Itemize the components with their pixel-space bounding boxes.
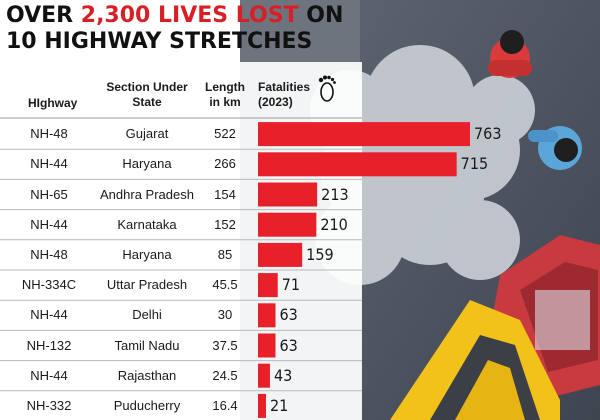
data-label: 21 [270, 395, 289, 415]
person-red-illustration [488, 30, 532, 78]
cell-state: Tamil Nadu [114, 337, 180, 353]
data-label: 71 [281, 275, 301, 295]
bar [258, 363, 270, 388]
cell-state: Haryana [122, 246, 172, 262]
header-length: Length in km [205, 80, 245, 109]
data-label: 159 [306, 244, 334, 264]
data-label: 63 [279, 305, 298, 325]
cell-state: Andhra Pradesh [100, 186, 194, 202]
cell-length: 152 [214, 216, 236, 232]
cell-length: 522 [214, 126, 236, 142]
cell-length: 45.5 [212, 277, 238, 293]
cell-length: 85 [217, 246, 233, 262]
cell-highway: NH-44 [30, 307, 68, 323]
yellow-car-illustration [390, 300, 560, 420]
bar [258, 273, 278, 298]
bar [258, 303, 276, 328]
header-section: Section Under State [106, 80, 188, 109]
cell-highway: NH-44 [30, 156, 68, 172]
bar [258, 242, 303, 267]
cell-length: 16.4 [212, 397, 238, 413]
bar [258, 182, 318, 207]
cell-state: Rajasthan [117, 367, 177, 383]
bar [258, 212, 317, 237]
cell-highway: NH-44 [30, 367, 68, 383]
page-title-line-1: OVER 2,300 LIVES LOST ON [6, 3, 344, 28]
cell-length: 37.5 [212, 337, 238, 353]
data-label: 63 [279, 335, 298, 355]
cell-state: Puducherry [113, 397, 181, 413]
bar [258, 152, 457, 177]
cell-highway: NH-334C [21, 277, 77, 293]
cell-length: 266 [214, 156, 236, 172]
bar [258, 393, 266, 418]
cell-length: 154 [214, 186, 236, 202]
cell-highway: NH-44 [30, 216, 68, 232]
cell-state: Haryana [122, 156, 172, 172]
cell-state: Gujarat [125, 126, 169, 142]
bar [258, 333, 276, 358]
header-fatalities: Fatalities (2023) [258, 80, 311, 109]
cell-highway: NH-332 [26, 397, 72, 413]
data-label: 213 [321, 184, 349, 204]
cell-highway: NH-132 [26, 337, 72, 353]
title-highlight: 2,300 LIVES LOST [80, 3, 299, 28]
data-label: 715 [460, 154, 489, 174]
cell-highway: NH-65 [30, 186, 68, 202]
data-label: 763 [474, 124, 502, 144]
cell-state: Uttar Pradesh [106, 277, 188, 293]
page-title-line-2: 10 HIGHWAY STRETCHES [6, 29, 313, 54]
cell-state: Delhi [132, 307, 162, 323]
data-label: 43 [273, 365, 293, 385]
cell-state: Karnataka [117, 216, 177, 232]
data-label: 210 [320, 214, 348, 234]
footprint-icon [318, 75, 336, 102]
person-blue-illustration [528, 126, 582, 170]
cell-length: 24.5 [212, 367, 238, 383]
cell-length: 30 [217, 307, 233, 323]
cell-highway: NH-48 [30, 126, 68, 142]
header-highway: HIghway [28, 96, 78, 110]
cell-highway: NH-48 [30, 246, 68, 262]
bar [258, 122, 470, 147]
